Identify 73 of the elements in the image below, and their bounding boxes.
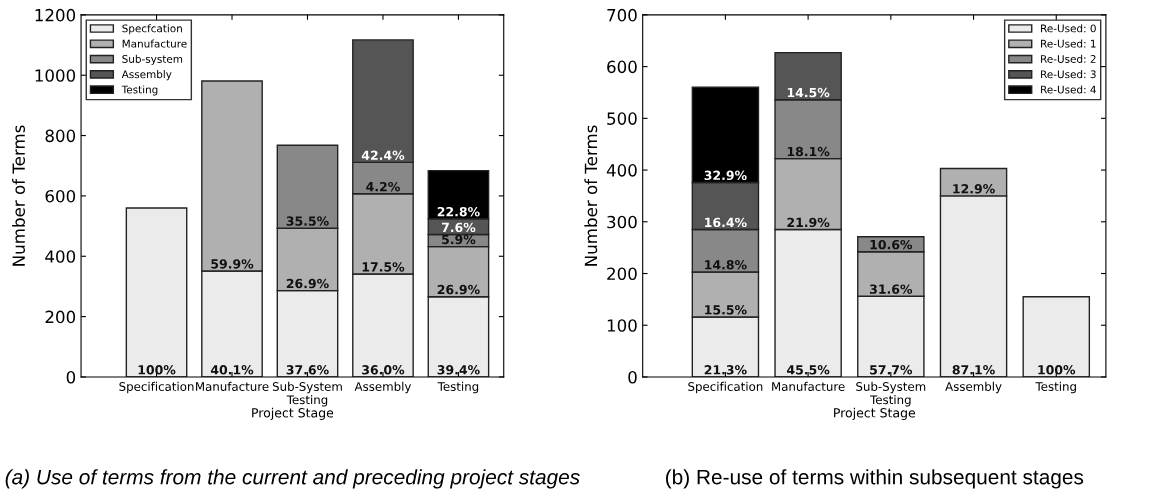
annotation: 42.4% bbox=[361, 150, 405, 161]
y-tick-label: 400 bbox=[45, 250, 76, 263]
annotation: 35.5% bbox=[286, 216, 329, 226]
x-tick-label: Assembly bbox=[945, 381, 1002, 394]
annotation: 17.5% bbox=[362, 262, 405, 272]
bar bbox=[1022, 296, 1091, 377]
y-tick-label: 800 bbox=[45, 129, 76, 143]
legend-label: Manufacture bbox=[122, 39, 187, 48]
annotation: 14.8% bbox=[705, 260, 747, 270]
legend-label: Assembly bbox=[121, 70, 172, 81]
y-tick-label: 600 bbox=[45, 189, 76, 203]
x-tick-label: Sub-System Testing bbox=[272, 381, 342, 407]
y-tick-label: 200 bbox=[607, 267, 637, 281]
annotation: 21.3% bbox=[704, 365, 747, 375]
legend-label: Re-Used: 4 bbox=[1041, 85, 1096, 94]
x-tick-label: Specification bbox=[119, 381, 194, 394]
annotation: 36.0% bbox=[362, 365, 405, 375]
x-tick-label: Specification bbox=[688, 381, 763, 394]
annotation: 7.6% bbox=[441, 222, 476, 233]
legend-label: Re-Used: 2 bbox=[1041, 54, 1096, 63]
bar bbox=[125, 207, 188, 377]
y-tick-label: 1200 bbox=[35, 8, 76, 22]
y-tick-label: 300 bbox=[607, 215, 637, 229]
annotation: 18.1% bbox=[787, 146, 830, 157]
x-tick-label: Testing bbox=[437, 381, 479, 394]
annotation: 15.5% bbox=[705, 305, 747, 315]
y-tick-label: 400 bbox=[606, 164, 637, 177]
legend-label: Re-Used: 1 bbox=[1041, 39, 1096, 48]
annotation: 12.9% bbox=[953, 184, 995, 194]
annotation: 59.9% bbox=[211, 259, 254, 269]
annotation: 21.9% bbox=[787, 217, 830, 228]
annotation: 26.9% bbox=[286, 278, 329, 289]
legend-label: Re-Used: 0 bbox=[1041, 24, 1096, 33]
annotation: 5.9% bbox=[442, 234, 476, 245]
y-tick-label: 0 bbox=[628, 370, 637, 384]
y-tick-label: 500 bbox=[607, 112, 637, 125]
y-tick-label: 0 bbox=[66, 370, 76, 384]
x-tick-label: Testing bbox=[1035, 381, 1076, 394]
x-axis-title: Project Stage bbox=[252, 407, 334, 420]
legend-label: Sub-system bbox=[122, 54, 183, 65]
annotation: 26.9% bbox=[437, 284, 480, 295]
annotation: 22.8% bbox=[437, 206, 480, 217]
y-tick-label: 200 bbox=[45, 310, 76, 324]
text: (a) Use of terms from the current and preceding project stages bbox=[5, 469, 580, 489]
y-axis-title: Number of Terms bbox=[12, 125, 25, 266]
legend-label: Specfcation bbox=[122, 24, 182, 35]
y-tick-label: 700 bbox=[607, 8, 637, 22]
annotation: 14.5% bbox=[787, 87, 830, 98]
x-tick-label: Sub-System Testing bbox=[856, 381, 926, 407]
legend-label: Re-Used: 3 bbox=[1041, 70, 1096, 79]
y-axis-title: Number of Terms bbox=[584, 125, 598, 266]
text: (b) Re-use of terms within subsequent stages bbox=[666, 469, 1084, 489]
x-tick-label: Manufacture bbox=[772, 381, 845, 391]
annotation: 40.1% bbox=[210, 365, 254, 375]
annotation: 10.6% bbox=[870, 239, 913, 250]
annotation: 45.5% bbox=[787, 365, 830, 375]
annotation: 57.7% bbox=[870, 365, 913, 375]
annotation: 31.6% bbox=[869, 284, 913, 294]
x-tick-label: Assembly bbox=[354, 381, 412, 394]
y-tick-label: 600 bbox=[607, 60, 637, 74]
annotation: 16.4% bbox=[705, 217, 747, 228]
annotation: 100% bbox=[1038, 365, 1076, 375]
annotation: 4.2% bbox=[366, 181, 400, 192]
legend-label: Testing bbox=[121, 85, 158, 96]
annotation: 39.4% bbox=[437, 365, 480, 375]
y-tick-label: 100 bbox=[607, 319, 637, 332]
annotation: 37.6% bbox=[286, 365, 329, 375]
x-axis-title: Project Stage bbox=[834, 407, 916, 420]
annotation: 87.1% bbox=[952, 365, 995, 375]
annotation: 32.9% bbox=[704, 170, 747, 181]
x-tick-label: Manufacture bbox=[196, 381, 269, 391]
y-tick-label: 1000 bbox=[35, 69, 76, 82]
annotation: 100% bbox=[138, 365, 176, 375]
